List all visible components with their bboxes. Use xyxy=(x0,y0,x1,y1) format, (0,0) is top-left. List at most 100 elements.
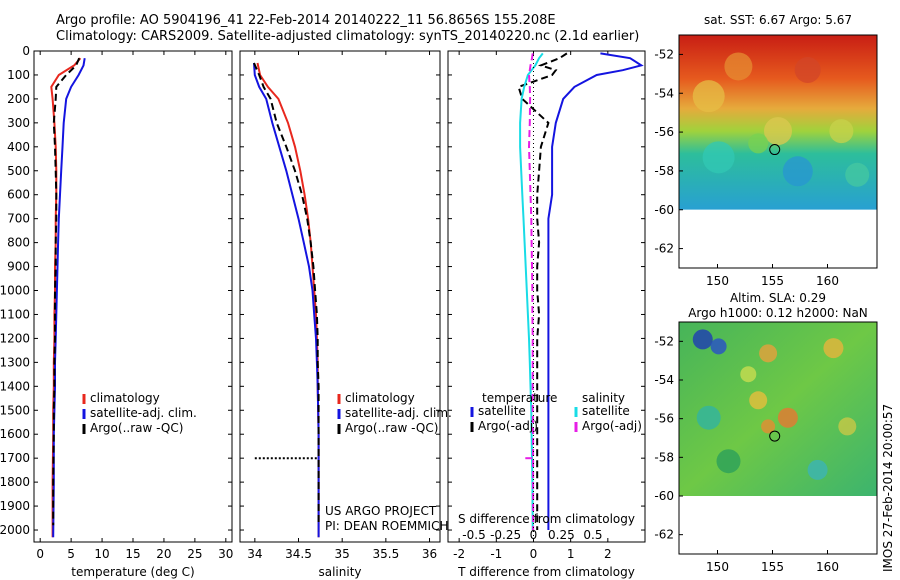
sst-field-patch xyxy=(748,133,769,154)
difference-s-tick-label: 0.25 xyxy=(548,528,575,542)
sla-field-patch xyxy=(759,344,778,363)
sla_map-ytick-label: -52 xyxy=(654,334,674,348)
depth-tick-label: 1400 xyxy=(0,379,30,393)
temperature-xtick-label: 20 xyxy=(156,547,171,561)
sla-map-subtitle: Argo h1000: 0.12 h2000: NaN xyxy=(688,306,868,320)
depth-tick-label: 1700 xyxy=(0,451,30,465)
series-difference-temperature-satellite xyxy=(547,52,644,530)
difference-s-tick-label: 0.5 xyxy=(583,528,602,542)
series-temperature-satellite-adj-clim- xyxy=(52,58,86,538)
temperature-legend-label: Argo(..raw -QC) xyxy=(90,421,183,435)
depth-tick-label: 1900 xyxy=(0,499,30,513)
sst_map-xtick-label: 150 xyxy=(706,274,729,288)
depth-tick-label: 300 xyxy=(7,116,30,130)
sla-field-patch xyxy=(716,449,741,474)
depth-tick-label: 100 xyxy=(7,68,30,82)
sst-field-patch xyxy=(702,141,735,174)
difference-s-tick-label: 0 xyxy=(530,528,538,542)
difference-legend-temperature-label: satellite xyxy=(478,404,526,418)
sla-field-patch xyxy=(692,329,713,350)
depth-tick-label: 1100 xyxy=(0,307,30,321)
salinity-xtick-label: 34.5 xyxy=(285,547,312,561)
salinity-xtick-label: 35.5 xyxy=(372,547,399,561)
temperature-xtick-label: 10 xyxy=(94,547,109,561)
pi-label: PI: DEAN ROEMMICH xyxy=(325,519,448,533)
sla-field-patch xyxy=(807,459,828,480)
temperature-xlabel: temperature (deg C) xyxy=(71,565,194,579)
depth-tick-label: 2000 xyxy=(0,523,30,537)
depth-tick-label: 600 xyxy=(7,188,30,202)
salinity-xtick-label: 35 xyxy=(335,547,350,561)
sla_map-xtick-label: 150 xyxy=(706,560,729,574)
difference-s-tick-label: -0.25 xyxy=(490,528,521,542)
salinity-xtick-label: 36 xyxy=(422,547,437,561)
sst-field-patch xyxy=(764,117,792,146)
sst-field-patch xyxy=(829,119,854,144)
sst-field-patch xyxy=(782,156,813,187)
depth-tick-label: 900 xyxy=(7,260,30,274)
difference-legend-salinity-label: satellite xyxy=(582,404,630,418)
difference-xtick-label: 0 xyxy=(530,547,538,561)
project-label: US ARGO PROJECT xyxy=(325,504,437,518)
timestamp-label: IMOS 27-Feb-2014 20:00:57 xyxy=(881,403,895,572)
temperature-xtick-label: 15 xyxy=(125,547,140,561)
difference-legend-temperature-header: temperature xyxy=(482,391,557,405)
salinity-legend-label: satellite-adj. clim. xyxy=(345,406,452,420)
salinity-xtick-label: 34 xyxy=(247,547,262,561)
difference-xtick-label: -2 xyxy=(453,547,465,561)
temperature-xtick-label: 30 xyxy=(218,547,233,561)
series-salinity-satellite-adj-clim- xyxy=(253,62,320,538)
sla_map-ytick-label: -60 xyxy=(654,489,674,503)
sst_map-ytick-label: -60 xyxy=(654,203,674,217)
sla-field-patch xyxy=(777,407,798,428)
series-difference-salinity-satellite xyxy=(519,52,544,531)
difference-xtick-label: 2 xyxy=(604,547,612,561)
figure-title-line2: Climatology: CARS2009. Satellite-adjuste… xyxy=(56,29,640,44)
sla_map-ytick-label: -58 xyxy=(654,450,674,464)
salinity-legend-label: climatology xyxy=(345,391,415,405)
sla-field-patch xyxy=(838,417,857,436)
sst-map-title: sat. SST: 6.67 Argo: 5.67 xyxy=(704,13,852,27)
figure-title-line1: Argo profile: AO 5904196_41 22-Feb-2014 … xyxy=(56,13,556,28)
series-difference-salinity-argo-adj- xyxy=(527,53,535,530)
sla-map-title: Altim. SLA: 0.29 xyxy=(730,291,826,305)
depth-tick-label: 1600 xyxy=(0,427,30,441)
sst-field-patch xyxy=(794,56,821,83)
temperature-xtick-label: 5 xyxy=(67,547,75,561)
depth-tick-label: 1500 xyxy=(0,403,30,417)
depth-tick-label: 500 xyxy=(7,164,30,178)
sla-field-patch xyxy=(710,338,727,355)
depth-tick-label: 800 xyxy=(7,236,30,250)
sst_map-xtick-label: 155 xyxy=(761,274,784,288)
sst_map-ytick-label: -58 xyxy=(654,164,674,178)
depth-tick-label: 1200 xyxy=(0,331,30,345)
sst-field-patch xyxy=(692,80,725,113)
sla-field-patch xyxy=(749,391,768,410)
sst-field-patch xyxy=(845,162,870,187)
sst_map-ytick-label: -52 xyxy=(654,47,674,61)
series-salinity-climatology xyxy=(256,62,320,538)
sla-field-patch xyxy=(696,405,721,430)
sla_map-ytick-label: -62 xyxy=(654,528,674,542)
depth-tick-label: 400 xyxy=(7,140,30,154)
difference-s-xlabel: S difference from climatology xyxy=(458,512,635,526)
series-difference-temperature-argo-adj- xyxy=(517,52,568,530)
sla_map-float-marker xyxy=(769,430,781,442)
difference-plot-frame xyxy=(447,50,646,543)
sla-field-patch xyxy=(823,338,844,359)
depth-tick-label: 700 xyxy=(7,212,30,226)
sst-field-patch xyxy=(724,52,753,81)
sst_map-ytick-label: -62 xyxy=(654,242,674,256)
difference-legend-salinity-header: salinity xyxy=(582,391,625,405)
depth-tick-label: 1800 xyxy=(0,475,30,489)
temperature-xtick-label: 25 xyxy=(187,547,202,561)
difference-legend-temperature-label: Argo(-adj) xyxy=(478,419,538,433)
depth-tick-label: 1000 xyxy=(0,284,30,298)
sst_map-ytick-label: -56 xyxy=(654,125,674,139)
depth-tick-label: 0 xyxy=(22,44,30,58)
sst_map-xtick-label: 160 xyxy=(816,274,839,288)
series-temperature-argo-raw-qc- xyxy=(52,57,81,526)
sst_map-float-marker xyxy=(769,144,781,156)
